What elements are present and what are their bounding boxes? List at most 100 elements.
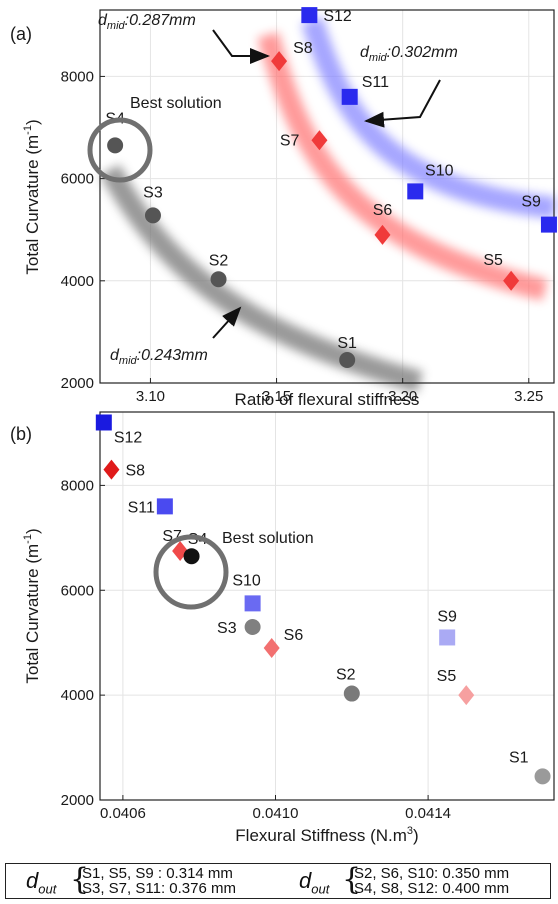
point-b-s10	[244, 595, 261, 612]
panel-a-ylabel-end: )	[23, 119, 42, 125]
dout-right-line1: S2, S6, S10: 0.350 mm	[354, 865, 510, 882]
point-a-s9	[540, 216, 557, 233]
point-b-s4	[183, 548, 200, 565]
point-b-s8	[103, 459, 120, 480]
point-label-b-s6: S6	[284, 627, 304, 644]
point-label-b-s2: S2	[336, 667, 356, 684]
panel-b-y-tick-label: 4000	[61, 687, 94, 704]
point-label-a-s8: S8	[293, 40, 313, 57]
point-a-s6	[374, 224, 391, 245]
dmid-gray-value: :0.243mm	[137, 347, 208, 364]
point-label-a-s3: S3	[143, 184, 163, 201]
point-label-a-s5: S5	[483, 252, 503, 269]
point-label-a-s10: S10	[425, 162, 454, 179]
dmid-blue-sub: mid	[369, 52, 388, 64]
panel-b-y-tick-label: 8000	[61, 477, 94, 494]
point-b-s9	[439, 629, 456, 646]
point-b-s5	[458, 685, 475, 706]
panel-a-ticks: 3.10 3.15 3.20 3.25 2000 4000 6000 8000	[61, 68, 544, 405]
dout-left-prefix: d	[26, 868, 39, 893]
point-a-s5	[503, 270, 520, 291]
dmid-red-sub: mid	[107, 20, 126, 32]
point-a-s4	[107, 137, 124, 154]
svg-text:dmid:0.243mm: dmid:0.243mm	[110, 347, 208, 367]
point-label-b-s8: S8	[125, 463, 145, 480]
dmid-red-value: :0.287mm	[125, 12, 196, 29]
point-b-s2	[343, 685, 360, 702]
point-label-b-s1: S1	[509, 749, 529, 766]
best-solution-ring-a	[87, 117, 153, 183]
point-label-b-s9: S9	[437, 608, 457, 625]
dmid-gray-annotation: dmid:0.243mm	[110, 306, 242, 367]
dmid-blue-arrow	[364, 79, 441, 128]
panel-b-ylabel-sup: -1	[22, 534, 34, 544]
panel-b-x-tick-label: 0.0410	[253, 805, 299, 822]
dmid-gray-arrow	[212, 306, 242, 339]
point-label-b-s12: S12	[114, 429, 143, 446]
red-trend-band	[257, 32, 548, 301]
point-a-s12	[301, 7, 318, 24]
panel-b-xlabel-end: )	[413, 826, 419, 845]
point-a-s10	[407, 183, 424, 200]
point-label-b-s11: S11	[128, 499, 155, 516]
point-label-a-s11: S11	[362, 74, 389, 91]
point-label-a-s12: S12	[323, 8, 352, 25]
panel-b-y-tick-label: 6000	[61, 582, 94, 599]
point-label-b-s3: S3	[217, 620, 237, 637]
panel-a-ylabel-sup: -1	[22, 125, 34, 135]
brace-right: {	[342, 862, 362, 897]
dout-label-right: dout	[299, 868, 329, 896]
point-a-s3	[144, 207, 161, 224]
panel-b-xlabel-sup: 3	[407, 825, 413, 837]
point-label-a-s7: S7	[280, 132, 300, 149]
best-solution-label-b: Best solution	[222, 530, 314, 547]
panel-a-x-tick-label: 3.10	[136, 388, 165, 405]
panel-a-trend-bands	[100, 16, 557, 393]
dout-right-prefix: d	[299, 868, 312, 893]
panel-b-y-tick-label: 2000	[61, 792, 94, 809]
panel-a-label: (a)	[10, 24, 32, 44]
dmid-red-annotation: dmid:0.287mm	[98, 12, 270, 64]
point-b-s6	[263, 637, 280, 658]
dout-label-left: dout	[26, 868, 56, 896]
dout-right-line2: S4, S8, S12: 0.400 mm	[354, 880, 510, 897]
panel-b-plot-frame	[99, 411, 555, 801]
panel-b-grid	[100, 412, 554, 801]
point-a-s7	[311, 130, 328, 151]
panel-a-y-tick-label: 4000	[61, 273, 94, 290]
dout-left-line2: S3, S7, S11: 0.376 mm	[82, 880, 236, 897]
panel-a-y-tick-label: 8000	[61, 68, 94, 85]
point-a-s1	[339, 352, 356, 369]
panel-b-ylabel-main: Total Curvature (m	[23, 544, 42, 684]
panel-a-y-axis-label: Total Curvature (m-1)	[22, 119, 42, 274]
point-label-a-s6: S6	[373, 202, 393, 219]
dmid-blue-value: :0.302mm	[387, 44, 458, 61]
dmid-red-arrow	[212, 29, 270, 64]
panel-b-label: (b)	[10, 424, 32, 444]
dmid-blue-annotation: dmid:0.302mm	[360, 44, 458, 128]
panel-b-x-tick-label: 0.0406	[100, 805, 146, 822]
point-a-s8	[271, 51, 288, 72]
point-label-b-s5: S5	[437, 668, 457, 685]
point-b-s11	[156, 498, 173, 515]
panel-a-y-tick-label: 2000	[61, 375, 94, 392]
dout-legend-box: dout { S1, S5, S9 : 0.314 mm S3, S7, S11…	[5, 863, 551, 899]
point-label-a-s2: S2	[209, 252, 229, 269]
dmid-gray-sub: mid	[119, 355, 138, 367]
best-solution-ring-b	[153, 534, 229, 610]
panel-b-ticks: 0.0406 0.0410 0.0414 2000 4000 6000 8000	[61, 477, 451, 822]
point-a-s2	[210, 271, 227, 288]
dmid-blue-prefix: d	[360, 44, 370, 61]
panel-a-x-axis-label: Ratio of flexural stiffness	[235, 390, 420, 409]
panel-a-x-tick-label: 3.20	[388, 388, 417, 405]
panel-b-x-axis-label: Flexural Stiffness (N.m3)	[235, 825, 418, 845]
point-b-s3	[244, 618, 261, 635]
dout-right-sub: out	[311, 881, 330, 897]
brace-left: {	[70, 862, 90, 897]
svg-text:dmid:0.287mm: dmid:0.287mm	[98, 12, 196, 32]
panel-b-ylabel-end: )	[23, 528, 42, 534]
blue-trend-band	[301, 16, 557, 219]
